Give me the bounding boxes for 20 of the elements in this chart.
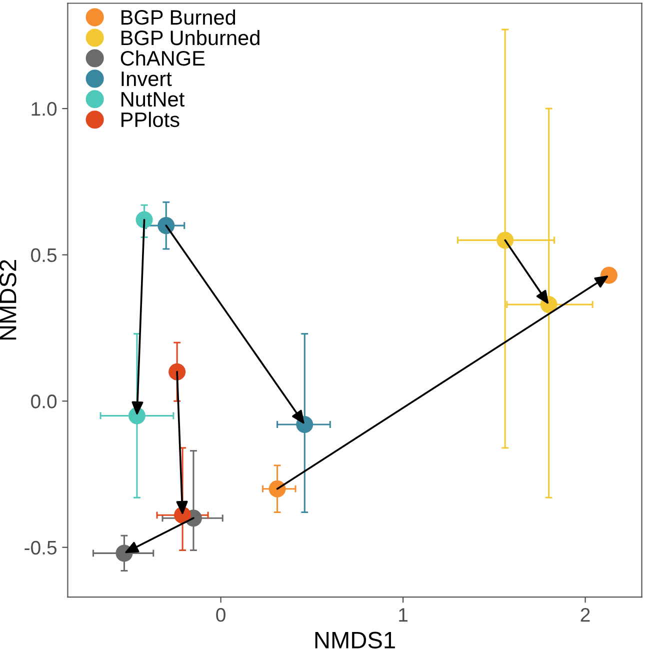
legend-label: BGP Unburned (122, 30, 260, 46)
point (268, 480, 286, 498)
legend-label: NutNet (122, 92, 184, 107)
y-tick-label: -0.5 (24, 540, 56, 555)
point (168, 363, 186, 380)
legend-label: ChANGE (120, 50, 205, 66)
y-tick-label: 1.0 (32, 102, 57, 116)
point (158, 217, 175, 234)
legend-label: Invert (122, 72, 172, 86)
x-axis-title: NMDS1 (315, 632, 395, 649)
y-axis-title: NMDS2 (0, 260, 16, 340)
point (496, 232, 514, 249)
point (136, 211, 153, 228)
y-tick-label: 0.5 (31, 248, 56, 262)
legend-label: BGP Burned (122, 9, 236, 25)
x-tick-label: 0 (216, 608, 226, 622)
x-tick-label: 2 (580, 608, 590, 622)
legend-label: PPlots (122, 112, 180, 128)
x-tick-label: 1 (399, 608, 408, 622)
y-tick-label: 0.0 (31, 394, 57, 408)
